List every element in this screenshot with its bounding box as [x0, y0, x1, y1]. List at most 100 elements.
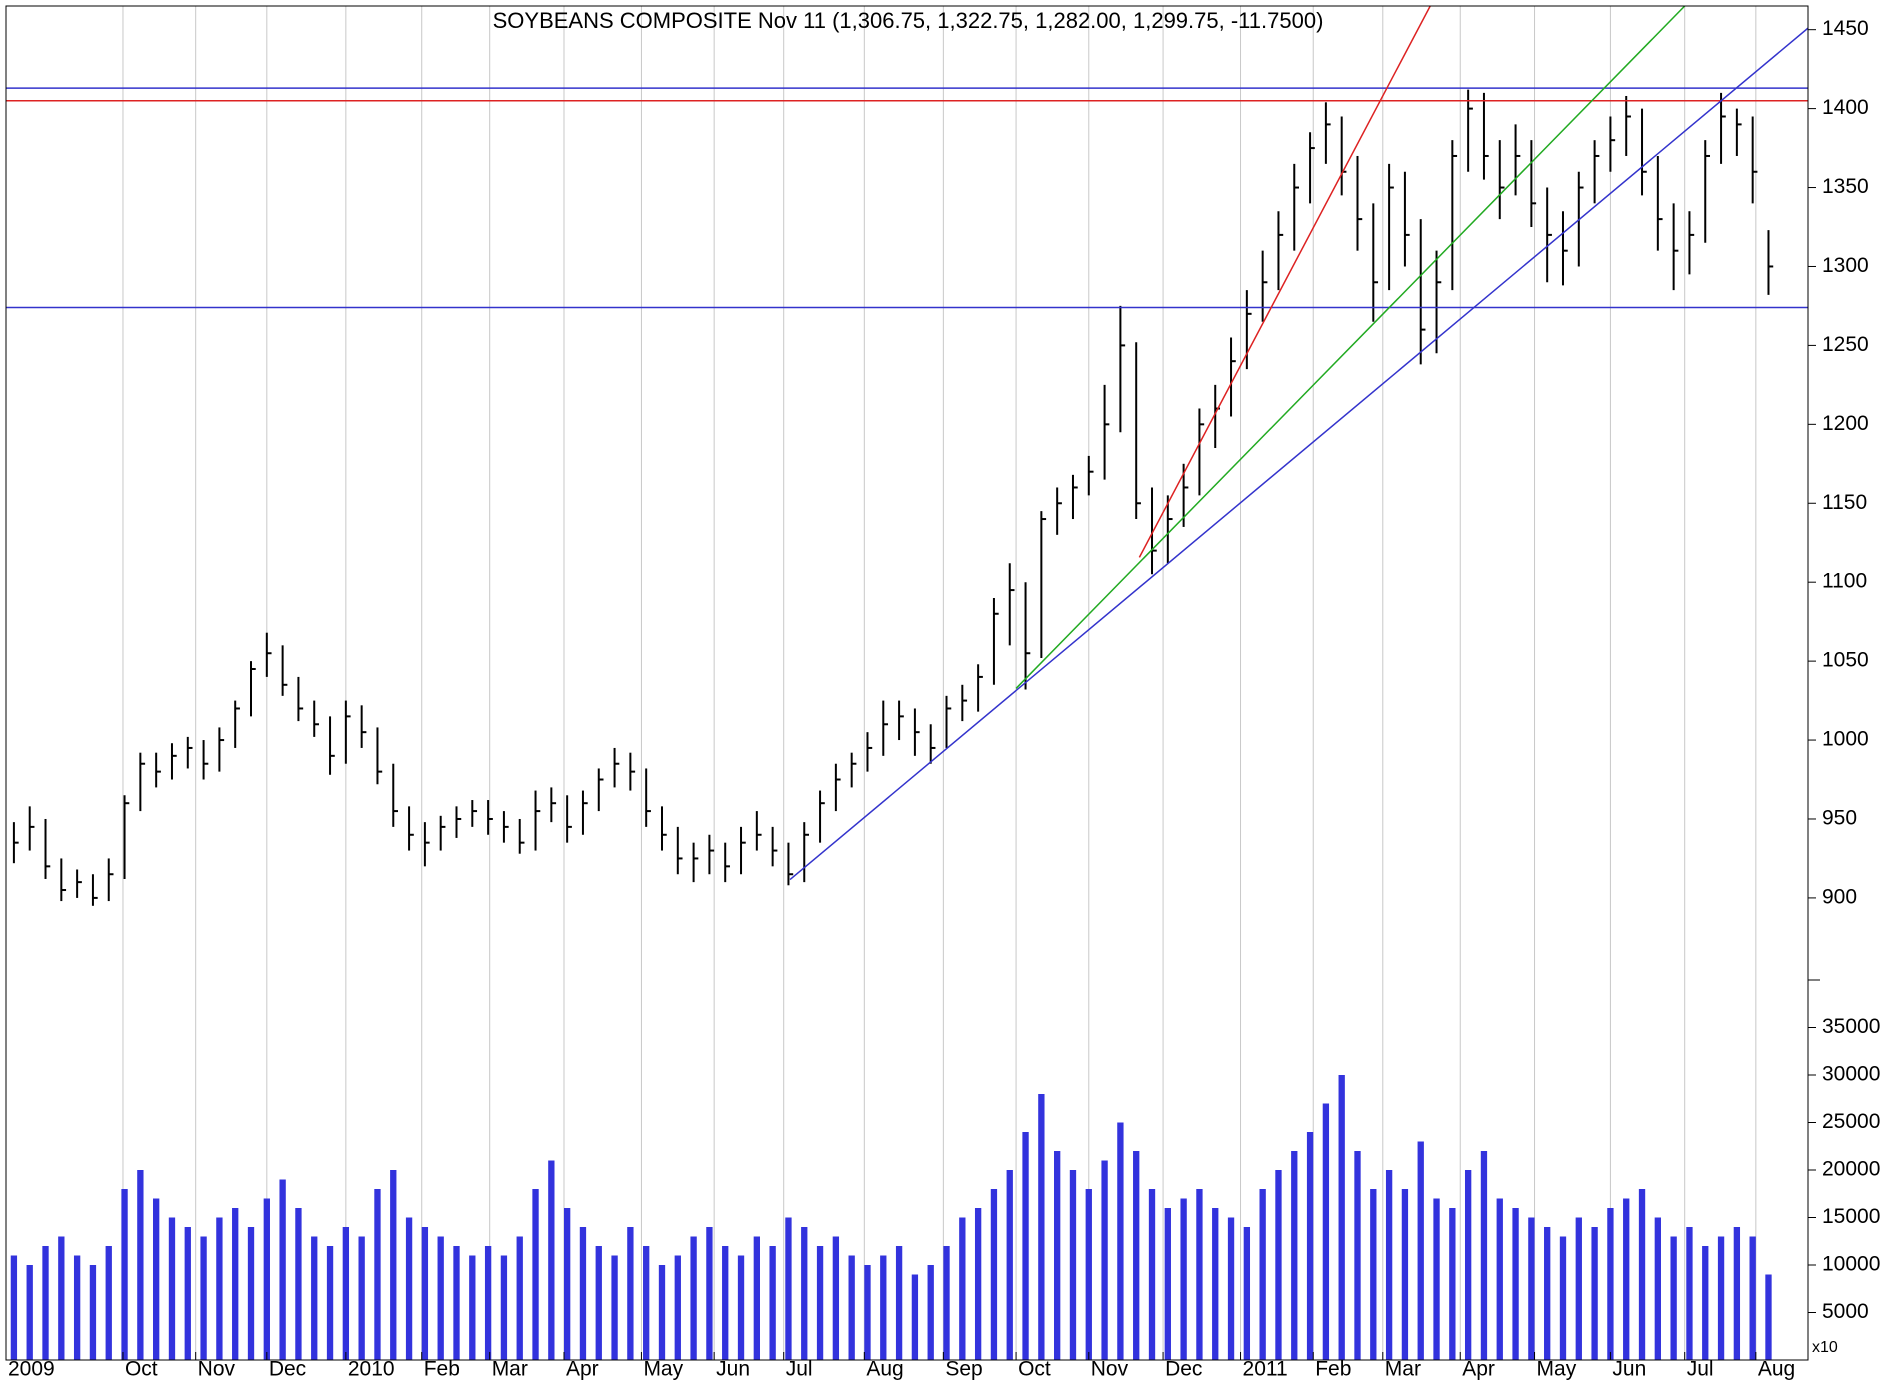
volume-bar	[864, 1265, 871, 1360]
y-tick-label: 5000	[1822, 1300, 1869, 1323]
volume-bar	[1196, 1189, 1203, 1360]
volume-bar	[484, 1246, 492, 1360]
y-tick-label: 1050	[1822, 649, 1869, 672]
x-tick-label: Sep	[945, 1358, 982, 1380]
y-tick-label: 1000	[1822, 728, 1869, 751]
trend-lines	[6, 6, 1808, 881]
axes: 2009 Oct Nov Dec 2010 Feb Mar Apr May Jun Jul Aug Se…	[5, 5, 1880, 1380]
volume-bar	[674, 1255, 681, 1360]
volume-bar	[1085, 1189, 1092, 1360]
volume-bar	[1148, 1189, 1156, 1360]
volume-bar	[974, 1208, 982, 1360]
volume-bar	[247, 1227, 255, 1360]
volume-bar	[1291, 1151, 1298, 1360]
volume-bar	[1480, 1151, 1488, 1360]
x-tick-label: Mar	[492, 1358, 528, 1380]
x-tick-label: Jun	[716, 1358, 750, 1380]
chart-title: SOYBEANS COMPOSITE Nov 11 (1,306.75, 1,3…	[493, 8, 1324, 33]
volume-bar	[690, 1236, 697, 1360]
volume-bar	[1464, 1170, 1472, 1360]
x-tick-label: Apr	[1462, 1358, 1495, 1380]
volume-unit-label: x10	[1812, 1339, 1838, 1356]
volume-bar	[927, 1265, 934, 1360]
volume-bar	[722, 1246, 729, 1360]
volume-bar	[1717, 1236, 1725, 1360]
volume-bar	[832, 1236, 840, 1360]
volume-bar	[627, 1227, 634, 1360]
volume-bar	[1654, 1217, 1661, 1360]
volume-bar	[295, 1208, 302, 1360]
volume-bar	[548, 1160, 555, 1360]
volume-bar	[1227, 1217, 1235, 1360]
volume-bar	[1259, 1189, 1266, 1360]
volume-bar	[1559, 1236, 1567, 1360]
volume-bar	[1370, 1189, 1377, 1360]
x-tick-label: Aug	[866, 1358, 903, 1380]
volume-bar	[895, 1246, 903, 1360]
volume-bar	[184, 1227, 191, 1360]
volume-bar	[1243, 1227, 1251, 1360]
volume-bar	[880, 1255, 887, 1360]
volume-bar	[563, 1208, 571, 1360]
volume-bar	[1117, 1122, 1124, 1360]
volume-bar	[753, 1236, 760, 1360]
volume-bar	[1022, 1132, 1029, 1360]
x-tick-label: May	[1537, 1358, 1577, 1380]
volume-bar	[26, 1265, 33, 1360]
x-tick-label: Jul	[786, 1358, 813, 1380]
volume-bar	[453, 1246, 460, 1360]
y-tick-label: 30000	[1822, 1063, 1880, 1086]
volume-bar	[73, 1255, 81, 1360]
y-tick-label: 950	[1822, 807, 1857, 830]
volume-bar	[1449, 1208, 1456, 1360]
volume-bar	[105, 1246, 112, 1360]
volume-bar	[801, 1227, 808, 1360]
volume-bar	[500, 1255, 508, 1360]
volume-bar	[1623, 1198, 1630, 1360]
volume-bar	[1433, 1198, 1440, 1360]
trend-line	[1138, 6, 1431, 558]
x-tick-label: Jul	[1687, 1358, 1714, 1380]
volume-bar	[390, 1170, 397, 1360]
y-tick-label: 10000	[1822, 1253, 1880, 1276]
volume-bar	[579, 1227, 587, 1360]
volume-bar	[263, 1198, 270, 1360]
x-tick-label: 2010	[348, 1358, 395, 1380]
volume-bar	[769, 1246, 776, 1360]
volume-bar	[89, 1265, 97, 1360]
x-tick-label: Nov	[1091, 1358, 1129, 1380]
volume-bar	[121, 1189, 128, 1360]
volume-bar	[1180, 1198, 1187, 1360]
volume-bar	[1702, 1246, 1709, 1360]
volume-bar	[405, 1217, 413, 1360]
volume-bar	[374, 1189, 381, 1360]
volume-bar	[1006, 1170, 1013, 1360]
volume-bar	[279, 1179, 286, 1360]
volume-bar	[311, 1236, 318, 1360]
x-tick-label: Feb	[1315, 1358, 1351, 1380]
volume-bar	[232, 1208, 239, 1360]
volume-bar	[469, 1255, 476, 1360]
volume-bar	[342, 1227, 350, 1360]
volume-bar	[1069, 1170, 1077, 1360]
volume-bar	[10, 1255, 18, 1360]
volume-bar	[1670, 1236, 1677, 1360]
volume-bar	[1496, 1198, 1503, 1360]
volume-bar	[1686, 1227, 1693, 1360]
volume-bar	[1765, 1274, 1772, 1360]
volume-bar	[911, 1274, 919, 1360]
volume-bar	[1512, 1208, 1519, 1360]
y-tick-label: 1250	[1822, 333, 1869, 356]
x-tick-label: Nov	[198, 1358, 236, 1380]
volume-bar	[216, 1217, 223, 1360]
volume-panel	[10, 1075, 1772, 1360]
y-tick-label: 1400	[1822, 96, 1869, 119]
x-tick-label: Oct	[125, 1358, 158, 1380]
volume-bar	[1133, 1151, 1140, 1360]
volume-bar	[516, 1236, 523, 1360]
volume-bar	[168, 1217, 176, 1360]
volume-bar	[437, 1236, 444, 1360]
volume-bar	[643, 1246, 650, 1360]
